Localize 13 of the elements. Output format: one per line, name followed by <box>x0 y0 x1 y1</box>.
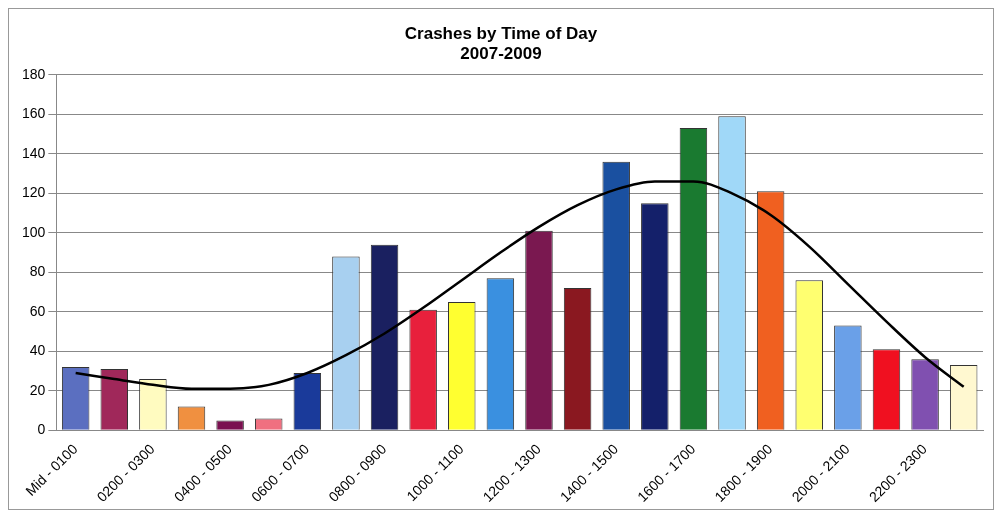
y-tick-label: 100 <box>22 223 46 240</box>
y-tick-label: 40 <box>29 342 46 359</box>
y-tick-label: 20 <box>29 381 46 398</box>
y-tick-label: 160 <box>22 105 46 122</box>
y-tick-label: 140 <box>22 144 46 161</box>
y-tick-label: 0 <box>37 421 46 438</box>
text: 2007-2009 <box>460 44 542 64</box>
line-series <box>74 180 965 391</box>
y-tick-label: 180 <box>22 65 46 82</box>
y-tick-label: 60 <box>29 302 46 319</box>
text: Crashes by Time of Day <box>404 23 598 43</box>
y-tick-label: 80 <box>29 263 46 280</box>
y-tick-label: 120 <box>22 184 46 201</box>
